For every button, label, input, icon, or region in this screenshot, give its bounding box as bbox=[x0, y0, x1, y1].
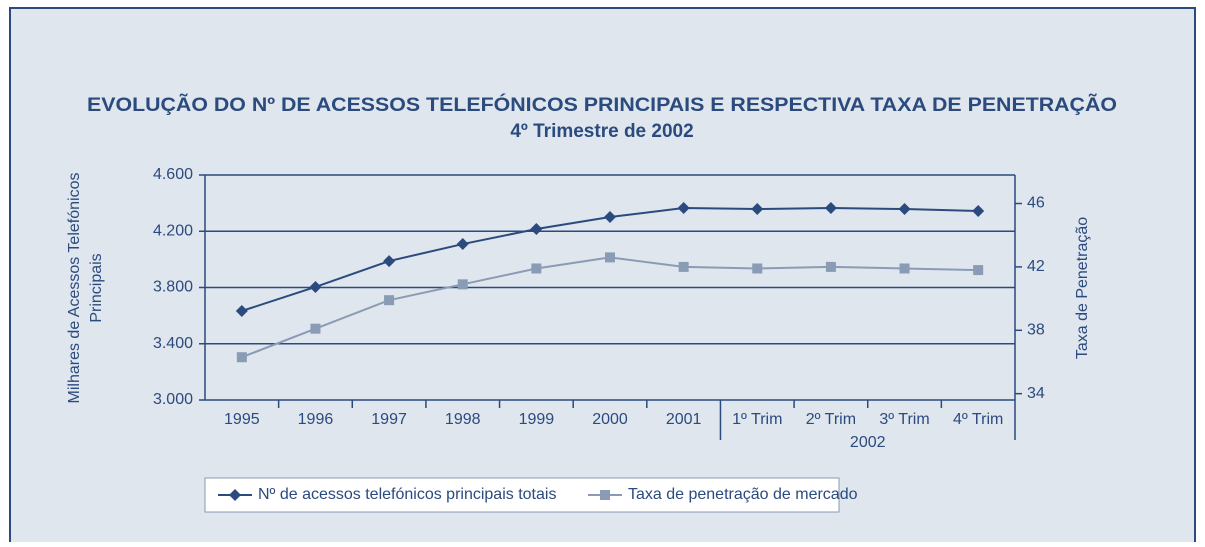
y-axis-label: Principais bbox=[88, 253, 105, 322]
legend-marker bbox=[600, 490, 610, 500]
point bbox=[677, 202, 690, 215]
x-tick-label: 2000 bbox=[592, 411, 628, 428]
y-tick-label: 4.600 bbox=[153, 166, 193, 183]
y-axis-label: Milhares de Acessos Telefónicos bbox=[66, 173, 83, 404]
point bbox=[383, 255, 396, 268]
point bbox=[604, 211, 616, 224]
point bbox=[457, 279, 468, 290]
y2-tick-label: 38 bbox=[1027, 322, 1045, 339]
point bbox=[531, 263, 542, 274]
frame bbox=[9, 7, 1196, 547]
legend-label: Nº de acessos telefónicos principais tot… bbox=[258, 486, 556, 503]
x-tick-label: 4º Trim bbox=[953, 411, 1003, 428]
point bbox=[309, 280, 322, 293]
point bbox=[825, 261, 836, 272]
point bbox=[824, 202, 837, 215]
y2-axis-label: Taxa de Penetração bbox=[1074, 217, 1091, 359]
x-tick-label: 1996 bbox=[298, 411, 334, 428]
point bbox=[456, 238, 469, 251]
point bbox=[972, 205, 985, 217]
x-tick-label: 1995 bbox=[224, 411, 260, 428]
point bbox=[310, 323, 321, 334]
group-label: 2002 bbox=[850, 434, 886, 451]
y-tick-label: 3.000 bbox=[153, 391, 193, 408]
point bbox=[235, 304, 248, 317]
x-tick-label: 3º Trim bbox=[879, 411, 929, 428]
y-tick-label: 3.800 bbox=[153, 279, 193, 296]
chart-subtitle: 4º Trimestre de 2002 bbox=[510, 121, 693, 142]
point bbox=[678, 261, 689, 272]
point bbox=[973, 265, 984, 276]
point bbox=[384, 295, 395, 306]
x-tick-label: 2001 bbox=[666, 411, 702, 428]
point bbox=[898, 203, 911, 216]
x-tick-label: 1999 bbox=[519, 411, 555, 428]
chart-title: EVOLUÇÃO DO Nº DE ACESSOS TELEFÓNICOS PR… bbox=[87, 94, 1117, 116]
point bbox=[751, 203, 764, 216]
point bbox=[605, 252, 615, 263]
legend-label: Taxa de penetração de mercado bbox=[628, 486, 858, 503]
point bbox=[236, 352, 247, 363]
y2-tick-label: 42 bbox=[1027, 258, 1045, 275]
point bbox=[530, 223, 543, 235]
y2-tick-label: 46 bbox=[1027, 195, 1045, 212]
x-tick-label: 1998 bbox=[445, 411, 481, 428]
legend bbox=[204, 477, 840, 513]
y-tick-label: 4.200 bbox=[153, 222, 193, 239]
x-tick-label: 2º Trim bbox=[806, 411, 856, 428]
point bbox=[899, 263, 910, 274]
x-tick-label: 1º Trim bbox=[732, 411, 782, 428]
y-tick-label: 3.400 bbox=[153, 335, 193, 352]
y2-tick-label: 34 bbox=[1027, 385, 1045, 402]
x-tick-label: 1997 bbox=[371, 411, 407, 428]
legend-marker bbox=[229, 489, 241, 501]
point bbox=[752, 263, 763, 274]
